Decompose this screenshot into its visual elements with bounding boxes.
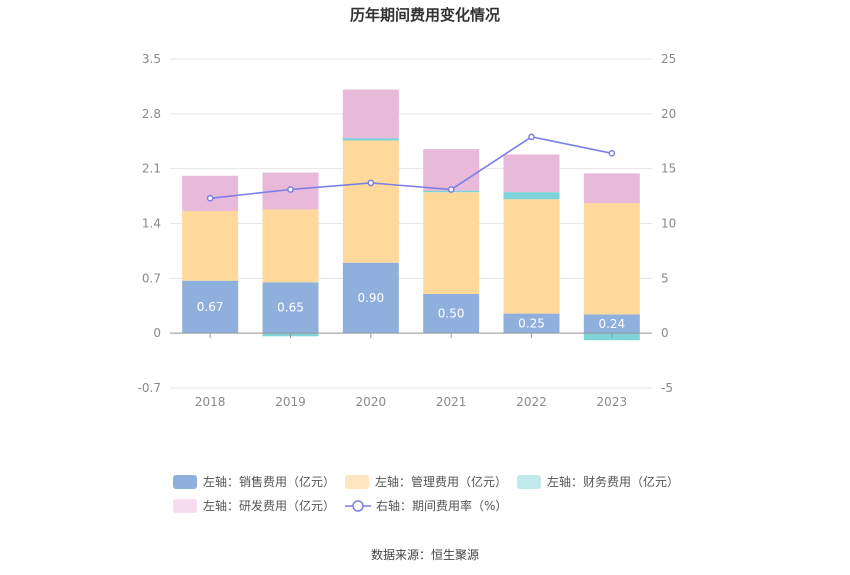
x-tick-label: 2021 [436,395,467,409]
legend-item[interactable]: 右轴：期间费用率（%） [345,498,507,513]
left-tick-label: 3.5 [142,52,161,66]
bar-value-label: 0.90 [357,291,384,305]
bar-rnd-2020 [342,89,399,139]
bar-admin-2019 [262,209,319,283]
bar-admin-2021 [423,192,480,294]
legend-item[interactable]: 左轴：研发费用（亿元） [173,498,335,513]
legend-item[interactable]: 左轴：销售费用（亿元） [173,474,335,489]
left-axis-ticks: 3.5 2.8 2.1 1.4 0.7 0 -0.7 [138,52,161,395]
bar-sales-2019 [262,282,319,334]
ratio-point-2020 [367,179,375,187]
bar-sales-2022 [503,313,560,334]
bar-sales-2018 [182,280,239,334]
bar-admin-2020 [342,140,399,263]
bar-finance-2022 [503,192,560,200]
bar-admin-2018 [182,210,239,281]
legend-item[interactable]: 左轴：管理费用（亿元） [345,474,507,489]
bar-finance-2020 [342,138,399,141]
x-tick-label: 2018 [195,395,226,409]
legend-swatch [173,499,197,513]
bar-rnd-2022 [503,154,560,193]
legend-swatch [173,475,197,489]
right-tick-label: 0 [661,326,669,340]
bar-admin-2023 [583,203,640,315]
legend-label: 左轴：管理费用（亿元） [375,474,507,489]
x-tick-label: 2020 [356,395,387,409]
left-tick-label: 2.8 [142,107,161,121]
right-tick-label: -5 [661,381,673,395]
legend-label: 左轴：财务费用（亿元） [547,474,679,489]
right-tick-label: 20 [661,107,676,121]
ratio-line-group [206,133,616,202]
right-axis-ticks: 25 20 15 10 5 0 -5 [661,52,676,395]
x-tick-label: 2023 [597,395,628,409]
bar-value-label: 0.25 [518,316,545,330]
chart-title: 历年期间费用变化情况 [350,6,500,24]
left-tick-label: 1.4 [142,217,161,231]
x-tick-label: 2019 [275,395,306,409]
bar-rnd-2018 [182,175,239,211]
ratio-point-2021 [447,186,455,193]
ratio-point-2022 [528,133,535,141]
left-tick-label: -0.7 [138,381,161,395]
ratio-line [210,136,612,200]
bar-sales-2021 [423,294,480,334]
bar-group [182,89,640,341]
legend-label: 左轴：研发费用（亿元） [203,498,335,513]
bar-value-label: 0.67 [197,300,224,314]
legend-swatch [517,475,541,489]
left-tick-label: 0.7 [142,271,161,285]
right-tick-label: 5 [661,271,669,285]
bar-label-group: 0.67 0.65 0.90 0.50 0.25 0.24 [197,291,625,331]
bar-rnd-2023 [583,173,640,204]
ratio-point-2018 [206,194,214,202]
source-note: 数据来源：恒生聚源 [371,547,479,562]
legend-label: 右轴：期间费用率（%） [376,498,507,513]
left-tick-label: 0 [153,326,161,340]
legend-marker [352,500,364,512]
left-tick-label: 2.1 [142,162,161,176]
right-tick-label: 15 [661,162,676,176]
x-axis-ticks: 2018 2019 2020 2021 2022 2023 [195,333,627,409]
ratio-point-2023 [608,149,616,157]
x-tick-label: 2022 [516,395,547,409]
bar-value-label: 0.50 [438,307,465,321]
legend-item[interactable]: 左轴：财务费用（亿元） [517,474,679,489]
legend-swatch [345,475,369,489]
bar-value-label: 0.65 [277,301,304,315]
right-tick-label: 10 [661,217,676,231]
bar-sales-2023 [583,314,640,334]
bar-sales-2020 [342,262,399,334]
bar-value-label: 0.24 [598,317,625,331]
grid-lines [170,58,652,389]
right-tick-label: 25 [661,52,676,66]
legend-label: 左轴：销售费用（亿元） [203,474,335,489]
ratio-point-2019 [287,186,294,193]
bar-rnd-2021 [423,149,480,191]
legend: 左轴：销售费用（亿元） 左轴：管理费用（亿元） 左轴：财务费用（亿元） 左轴：研发费用… [173,474,679,513]
bar-admin-2022 [503,199,560,314]
